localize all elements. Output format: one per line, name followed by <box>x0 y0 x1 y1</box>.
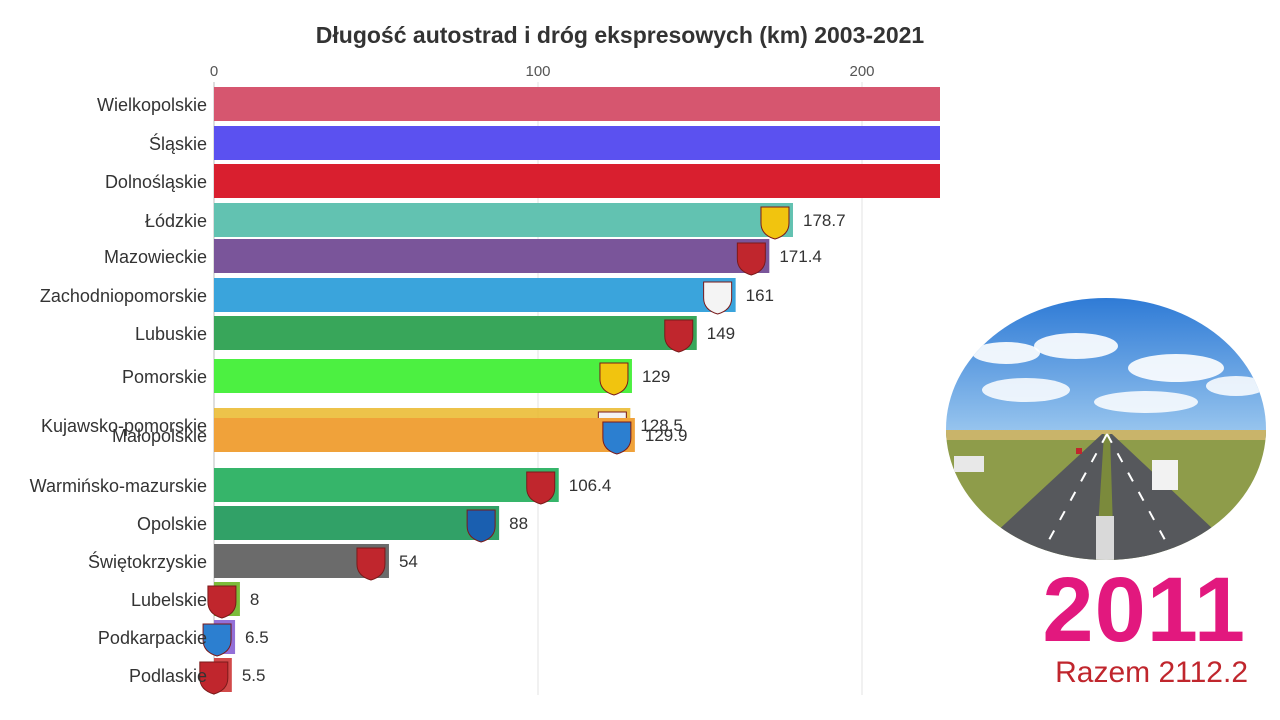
region-label: Opolskie <box>137 514 207 534</box>
bar <box>214 239 770 273</box>
coat-of-arms-icon <box>703 281 733 315</box>
region-label: Łódzkie <box>145 211 207 231</box>
bar <box>214 468 559 502</box>
region-label: Małopolskie <box>112 426 207 446</box>
bar <box>214 506 500 540</box>
coat-of-arms-icon <box>199 661 229 695</box>
bar <box>214 278 736 312</box>
region-label: Podkarpackie <box>98 628 207 648</box>
bar-chart: 0100200273.9Wielkopolskie264.4Śląskie257… <box>30 63 940 695</box>
x-tick-label: 200 <box>849 63 874 80</box>
region-label: Lubelskie <box>131 590 207 610</box>
highway-photo <box>946 298 1266 560</box>
coat-of-arms-icon <box>526 471 556 505</box>
x-tick-label: 0 <box>210 63 218 80</box>
bar <box>214 203 793 237</box>
bar <box>214 126 940 160</box>
value-label: 88 <box>509 514 528 533</box>
coat-of-arms-icon <box>664 319 694 353</box>
chart-title: Długość autostrad i dróg ekspresowych (k… <box>315 22 925 48</box>
value-label: 178.7 <box>803 211 846 230</box>
region-label: Pomorskie <box>122 367 207 387</box>
region-label: Zachodniopomorskie <box>40 286 207 306</box>
region-label: Mazowieckie <box>104 247 207 267</box>
region-label: Świętokrzyskie <box>88 551 207 572</box>
x-tick-label: 100 <box>525 63 550 80</box>
coat-of-arms-icon <box>356 547 386 581</box>
region-label: Dolnośląskie <box>105 172 207 192</box>
region-label: Podlaskie <box>129 666 207 686</box>
coat-of-arms-icon <box>202 623 232 657</box>
value-label: 106.4 <box>569 476 612 495</box>
value-label: 129 <box>642 367 670 386</box>
bar <box>214 164 940 198</box>
total-label: Razem 2112.2 <box>1055 656 1248 689</box>
bar <box>214 418 635 452</box>
region-label: Kujawsko-pomorskie <box>41 416 207 436</box>
coat-of-arms-icon <box>207 585 237 619</box>
value-label: 149 <box>707 324 735 343</box>
value-label: 5.5 <box>242 666 266 685</box>
coat-of-arms-icon <box>599 362 629 396</box>
value-label: 6.5 <box>245 628 269 647</box>
region-label: Wielkopolskie <box>97 95 207 115</box>
bar <box>214 87 940 121</box>
bar <box>214 359 632 393</box>
value-label: 8 <box>250 590 259 609</box>
value-label: 171.4 <box>779 247 822 266</box>
value-label: 129.9 <box>645 426 688 445</box>
coat-of-arms-icon <box>602 421 632 455</box>
value-label: 161 <box>746 286 774 305</box>
value-label: 128.5 <box>640 416 683 435</box>
year-label: 2011 <box>1042 559 1246 661</box>
coat-of-arms-icon <box>760 206 790 240</box>
coat-of-arms-icon <box>466 509 496 543</box>
region-label: Lubuskie <box>135 324 207 344</box>
value-label: 54 <box>399 552 418 571</box>
bar <box>214 316 697 350</box>
region-label: Śląskie <box>149 133 207 154</box>
region-label: Warmińsko-mazurskie <box>30 476 207 496</box>
coat-of-arms-icon <box>736 242 766 276</box>
